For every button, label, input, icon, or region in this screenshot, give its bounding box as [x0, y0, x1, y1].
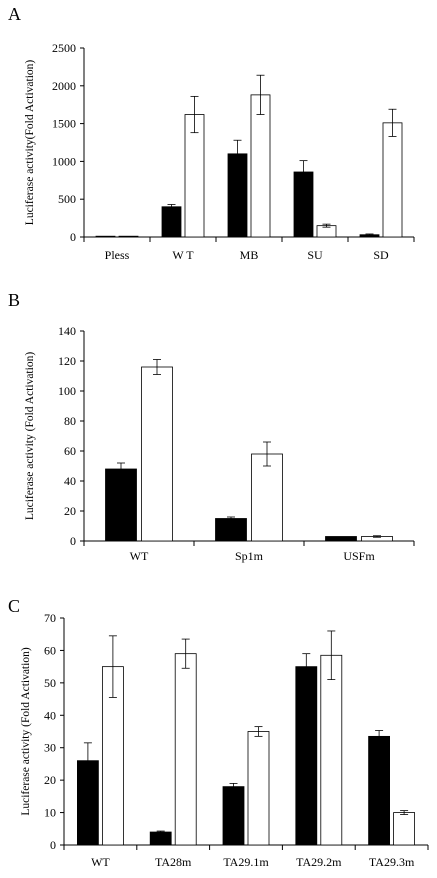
y-tick-label: 2000: [52, 79, 76, 93]
bar-filled: [95, 235, 116, 238]
bar-open: [174, 653, 197, 846]
y-tick-label: 10: [44, 806, 56, 820]
y-tick-label: 40: [44, 708, 56, 722]
x-category-label: SU: [307, 248, 323, 262]
x-category-label: W T: [172, 248, 194, 262]
panel-letter: B: [8, 290, 20, 310]
x-category-label: TA29.3m: [369, 855, 415, 869]
y-tick-label: 0: [70, 534, 76, 548]
x-category-label: SD: [373, 248, 389, 262]
y-tick-label: 120: [58, 354, 76, 368]
y-tick-label: 500: [58, 192, 76, 206]
bar-filled: [149, 831, 172, 846]
bar-filled: [325, 536, 357, 542]
bar-filled: [105, 468, 137, 542]
x-category-label: Pless: [105, 248, 130, 262]
x-category-label: TA29.2m: [296, 855, 342, 869]
y-tick-label: 60: [44, 643, 56, 657]
x-category-label: WT: [130, 549, 149, 563]
y-tick-label: 0: [50, 838, 56, 852]
bar-filled: [222, 786, 245, 846]
x-category-label: TA28m: [155, 855, 192, 869]
bar-open: [141, 366, 173, 542]
y-tick-label: 80: [64, 414, 76, 428]
bar-open: [393, 812, 416, 846]
panel-letter: A: [8, 4, 21, 24]
bar-open: [118, 235, 139, 238]
panel-letter: C: [8, 596, 20, 616]
y-tick-label: 0: [70, 230, 76, 244]
x-category-label: Sp1m: [235, 549, 264, 563]
bar-open: [320, 654, 343, 846]
y-axis-title: Luciferase activity(Fold Activation): [24, 60, 36, 226]
x-category-label: USFm: [343, 549, 375, 563]
y-tick-label: 140: [58, 324, 76, 338]
y-tick-label: 1000: [52, 154, 76, 168]
bar-filled: [295, 666, 318, 846]
bar-filled: [161, 206, 182, 238]
y-tick-label: 1500: [52, 117, 76, 131]
chart-panel-b: B 0 20 40 60 80 100 120 140 Luciferase activity (…: [8, 290, 415, 563]
chart-panel-a: A 0 500 1000 1500 2000 2500 Luciferase activity…: [8, 4, 415, 262]
y-tick-label: 50: [44, 676, 56, 690]
y-tick-label: 2500: [52, 41, 76, 55]
y-tick-label: 20: [44, 773, 56, 787]
bar-open: [250, 94, 271, 238]
x-category-label: TA29.1m: [223, 855, 269, 869]
y-tick-label: 60: [64, 444, 76, 458]
bar-filled: [215, 518, 247, 542]
y-tick-label: 30: [44, 741, 56, 755]
y-tick-label: 100: [58, 384, 76, 398]
bar-open: [382, 122, 403, 238]
y-tick-label: 20: [64, 504, 76, 518]
y-tick-label: 40: [64, 474, 76, 488]
chart-panel-c: C 0 10 20 30 40 50 60 70 Luciferase activity (Fol…: [8, 596, 429, 869]
bar-open: [251, 453, 283, 542]
bar-open: [247, 731, 270, 846]
x-category-label: WT: [91, 855, 110, 869]
x-category-label: MB: [240, 248, 259, 262]
bar-filled: [368, 735, 391, 846]
y-tick-label: 70: [44, 611, 56, 625]
y-axis-title: Luciferase activity (Fold Activation): [20, 647, 32, 815]
y-axis-title: Luciferase activity (Fold Activation): [24, 352, 36, 520]
